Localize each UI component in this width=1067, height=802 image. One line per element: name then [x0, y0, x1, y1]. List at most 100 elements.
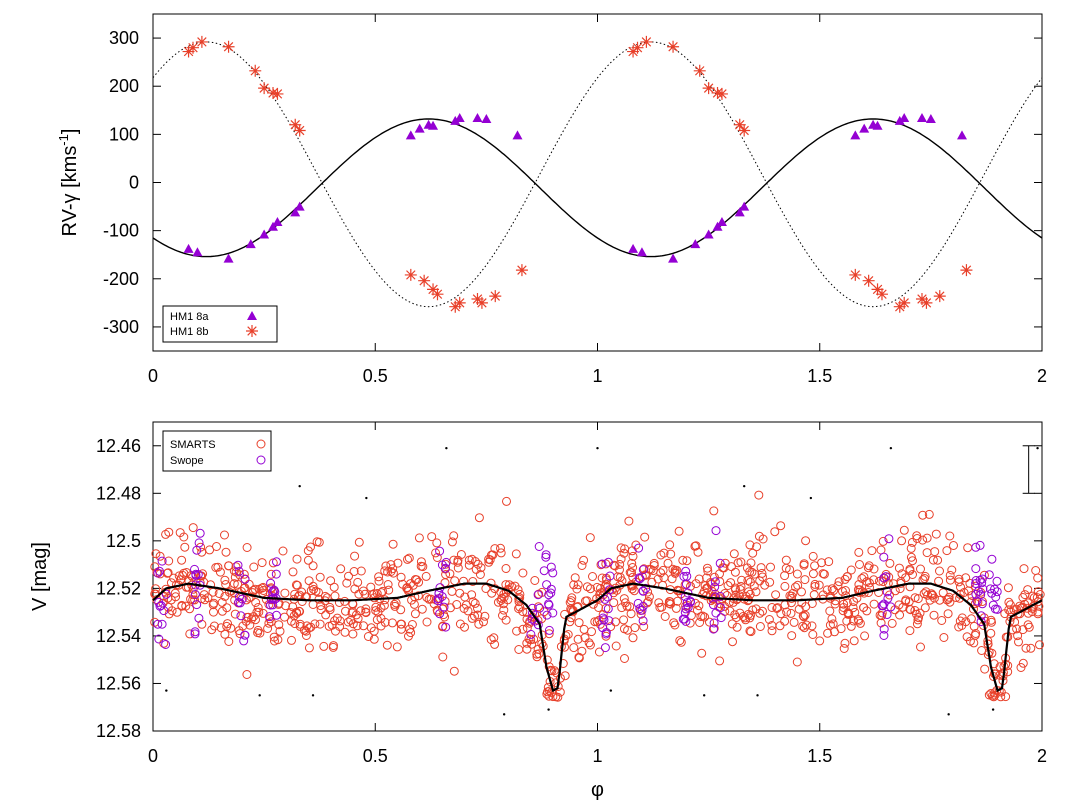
data-point-smarts: [694, 574, 704, 584]
data-point-swope: [600, 594, 610, 604]
data-point-smarts: [789, 617, 799, 627]
data-point-smarts: [414, 533, 424, 543]
data-point-smarts: [579, 624, 589, 634]
data-point-smarts: [786, 608, 796, 618]
data-point-smarts: [863, 563, 873, 573]
data-point-smarts: [897, 536, 907, 546]
data-point-smarts: [450, 576, 460, 586]
data-point-smarts: [990, 690, 1000, 700]
data-point-smarts: [387, 618, 397, 628]
data-point-smarts: [290, 589, 300, 599]
data-point-smarts: [912, 531, 922, 541]
legend-box: [162, 430, 272, 472]
sparse-point: [298, 484, 301, 488]
model-curve-primary: [152, 118, 1043, 258]
data-point-smarts: [376, 588, 386, 598]
data-point-smarts: [214, 589, 224, 598]
data-point-hm18b: [195, 35, 208, 48]
data-point-hm18a: [894, 115, 905, 125]
data-point-smarts: [859, 603, 868, 612]
data-point-smarts: [780, 616, 790, 626]
data-point-smarts: [732, 622, 742, 632]
data-point-smarts: [808, 551, 818, 561]
data-point-smarts: [849, 636, 859, 646]
data-point-smarts: [839, 603, 848, 612]
data-point-smarts: [628, 563, 638, 572]
data-point-smarts: [358, 586, 368, 596]
data-point-smarts: [710, 572, 719, 582]
data-point-swope: [715, 558, 725, 568]
data-point-swope: [711, 608, 721, 618]
data-point-smarts: [934, 576, 944, 586]
data-point-swope: [533, 590, 543, 600]
data-point-smarts: [542, 655, 552, 665]
data-point-smarts: [854, 580, 864, 589]
y-tick-label: 12.56: [96, 673, 141, 693]
data-point-smarts: [799, 612, 809, 622]
data-point-smarts: [309, 584, 319, 594]
data-point-swope: [634, 543, 644, 553]
data-point-smarts: [518, 568, 528, 578]
sparse-point: [702, 694, 706, 697]
data-point-smarts: [986, 689, 996, 698]
x-tick-label: 0.5: [363, 746, 388, 766]
data-point-smarts: [969, 604, 978, 614]
data-point-smarts: [470, 611, 479, 621]
data-point-smarts: [176, 575, 186, 585]
data-point-smarts: [794, 604, 804, 614]
data-point-smarts: [853, 615, 863, 624]
data-point-smarts: [263, 624, 273, 633]
data-point-smarts: [660, 612, 670, 621]
data-point-smarts: [730, 567, 740, 577]
data-point-smarts: [577, 561, 587, 570]
data-point-smarts: [220, 629, 230, 639]
data-point-smarts: [921, 587, 931, 597]
data-point-smarts: [931, 529, 941, 539]
data-point-smarts: [942, 595, 952, 605]
data-point-smarts: [392, 642, 402, 652]
data-point-smarts: [842, 572, 852, 582]
data-point-smarts: [916, 642, 925, 652]
data-point-swope: [157, 556, 167, 566]
data-point-smarts: [166, 578, 176, 588]
data-point-smarts: [630, 623, 640, 633]
x-tick-label: 2: [1037, 366, 1047, 386]
data-point-smarts: [421, 571, 431, 581]
data-point-smarts: [767, 626, 777, 636]
data-point-hm18a: [734, 207, 745, 217]
data-point-smarts: [691, 579, 701, 589]
data-point-smarts: [496, 548, 506, 558]
data-point-swope: [437, 560, 447, 570]
data-point-swope: [155, 601, 165, 611]
data-point-swope: [641, 583, 651, 593]
data-point-smarts: [920, 603, 930, 613]
data-point-smarts: [224, 561, 234, 571]
data-point-smarts: [393, 558, 403, 568]
data-point-smarts: [986, 615, 996, 625]
data-point-smarts: [209, 621, 219, 631]
data-point-smarts: [627, 546, 637, 556]
data-point-smarts: [655, 603, 665, 612]
data-point-swope: [638, 586, 648, 596]
data-point-smarts: [374, 576, 384, 586]
data-point-smarts: [288, 567, 298, 577]
data-point-smarts: [303, 546, 313, 556]
data-point-smarts: [179, 532, 189, 542]
data-point-swope: [190, 590, 200, 599]
data-point-smarts: [964, 586, 973, 596]
data-point-smarts: [580, 633, 590, 643]
data-point-smarts: [378, 586, 388, 596]
data-point-smarts: [598, 590, 608, 600]
data-point-smarts: [404, 553, 414, 563]
data-point-hm18a: [268, 221, 279, 231]
data-point-smarts: [745, 567, 755, 577]
data-point-smarts: [330, 591, 340, 601]
data-point-smarts: [474, 513, 484, 523]
data-point-smarts: [579, 555, 589, 565]
data-point-smarts: [955, 616, 965, 626]
data-point-swope: [546, 588, 556, 598]
y-tick-label: 100: [109, 124, 139, 144]
data-point-smarts: [195, 578, 205, 588]
data-point-smarts: [361, 607, 371, 617]
data-point-smarts: [253, 603, 263, 612]
